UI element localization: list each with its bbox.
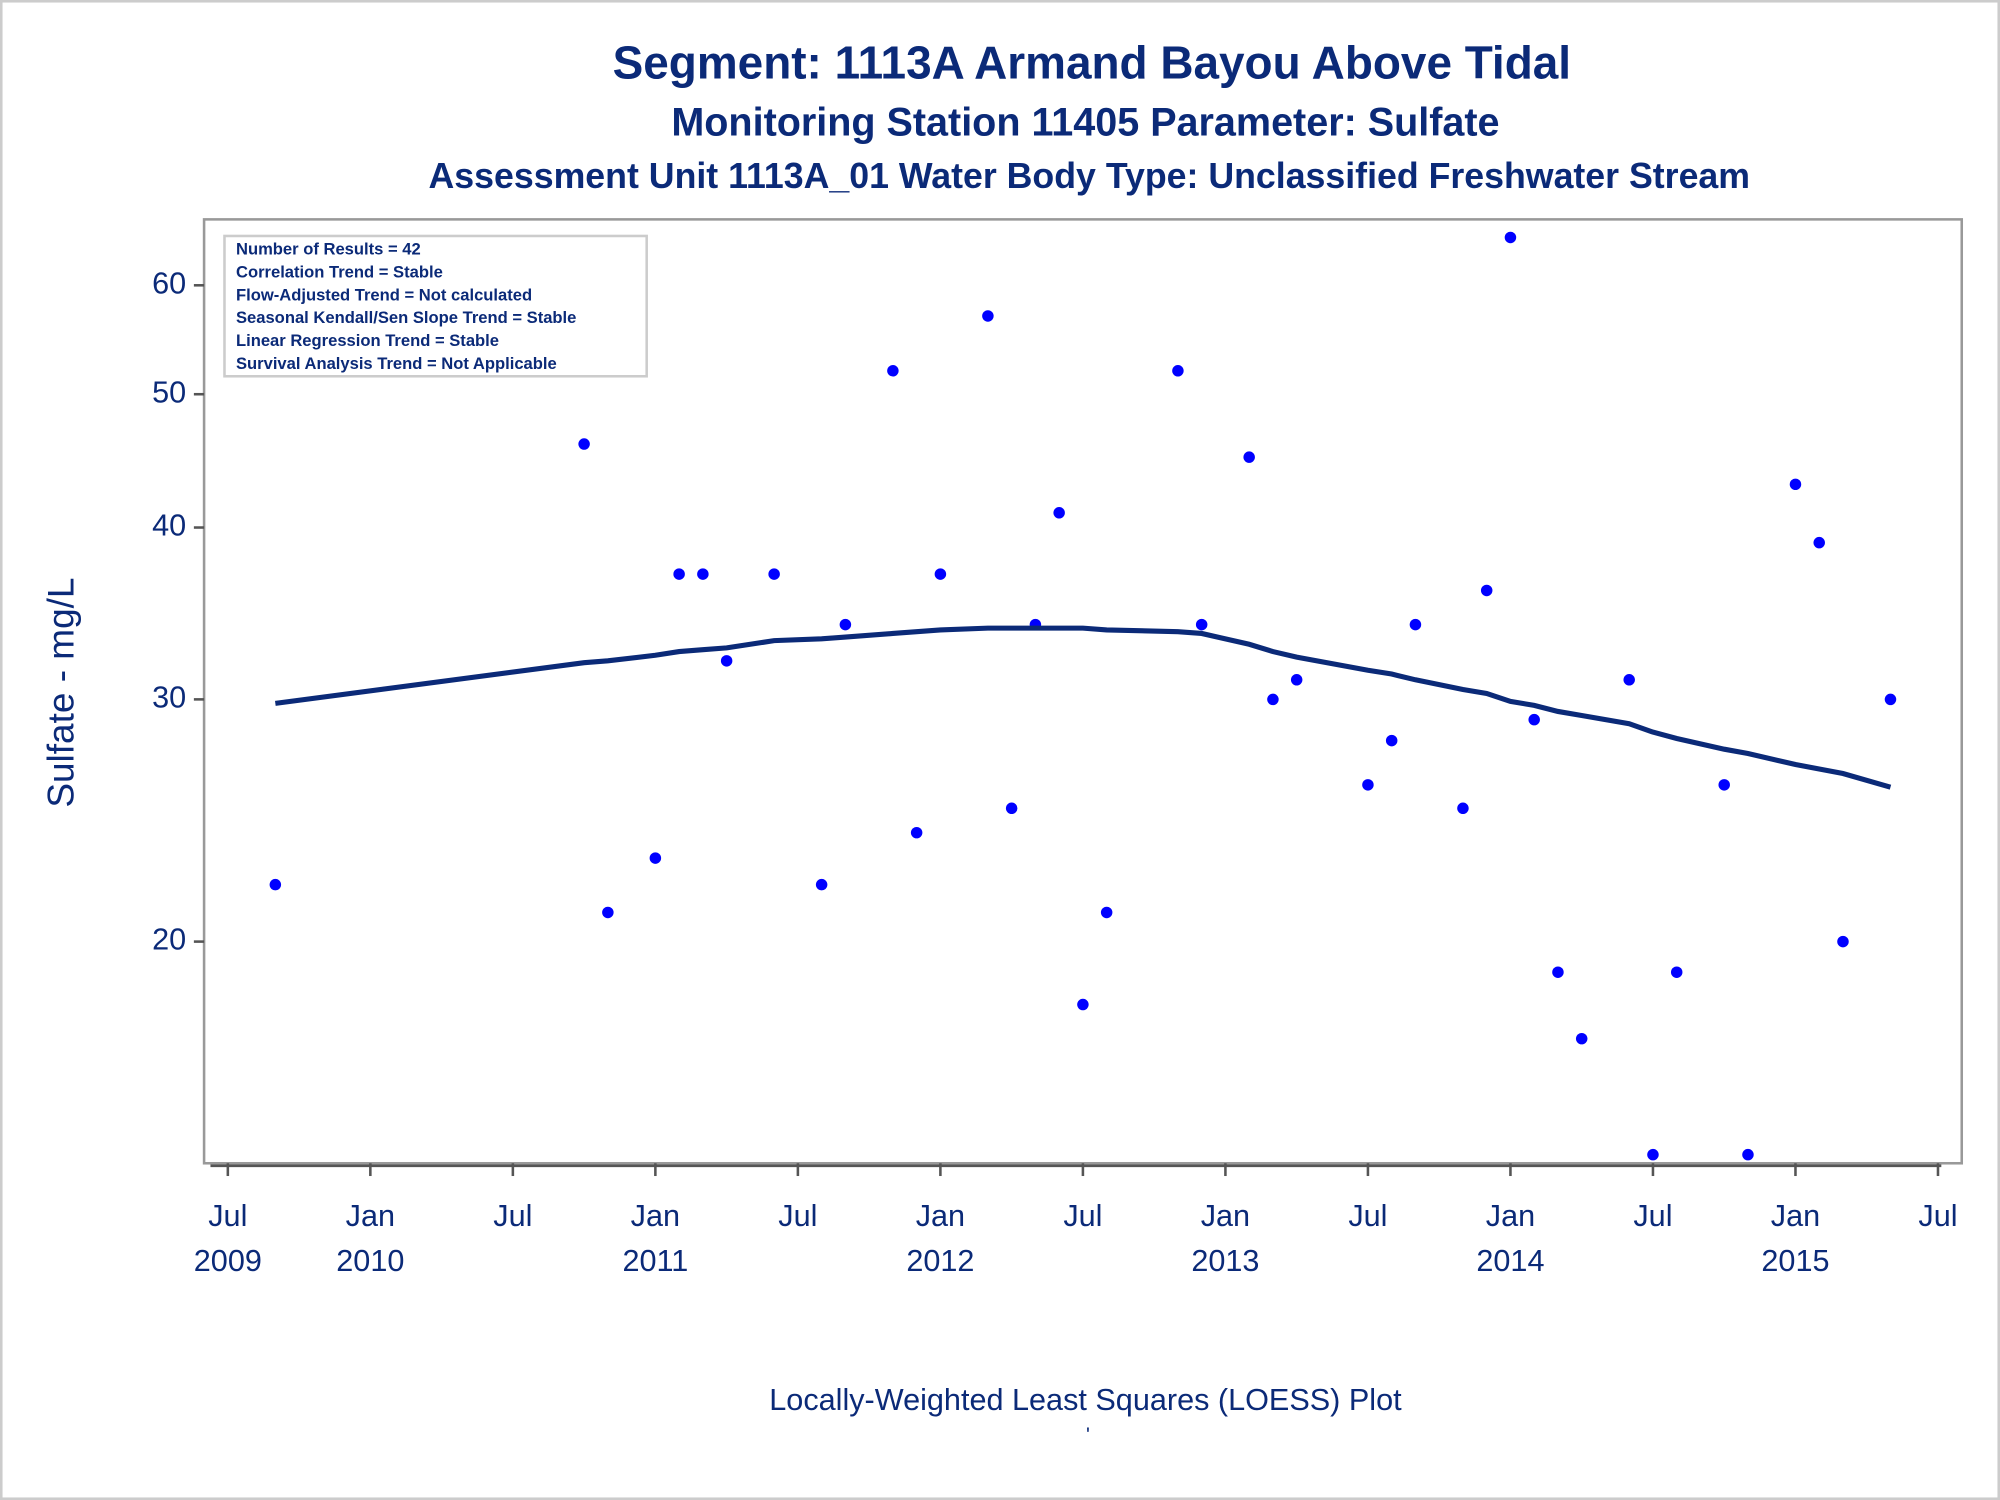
footnote: ' bbox=[1086, 1425, 1090, 1447]
data-point bbox=[1504, 231, 1517, 244]
x-tick-label: Jul bbox=[778, 1199, 817, 1233]
stats-line: Flow-Adjusted Trend = Not calculated bbox=[236, 285, 532, 304]
data-point bbox=[649, 852, 662, 864]
data-point bbox=[1195, 618, 1208, 631]
data-point bbox=[1789, 478, 1802, 491]
x-tick-label: Jul bbox=[1348, 1199, 1387, 1233]
data-point bbox=[720, 655, 733, 667]
data-point bbox=[1385, 734, 1398, 747]
data-point bbox=[982, 310, 994, 322]
y-tick-label: 20 bbox=[152, 923, 186, 957]
x-tick-label: Jul bbox=[1633, 1199, 1672, 1233]
data-point bbox=[1742, 1148, 1754, 1161]
x-tick-label: Jan bbox=[1486, 1199, 1535, 1233]
data-point bbox=[1837, 935, 1849, 948]
x-tick-label: Jul bbox=[1063, 1199, 1102, 1233]
x-tick-label: Jan bbox=[916, 1199, 965, 1233]
data-point bbox=[1077, 998, 1089, 1011]
y-tick-label: 60 bbox=[152, 266, 186, 300]
x-tick-label: 2015 bbox=[1761, 1244, 1829, 1278]
x-tick-label: Jan bbox=[1201, 1199, 1250, 1233]
x-tick-label: Jul bbox=[493, 1199, 532, 1233]
data-point bbox=[1243, 451, 1255, 463]
chart-title: Segment: 1113A Armand Bayou Above Tidal bbox=[613, 36, 1571, 88]
footnote: Locally-Weighted Least Squares (LOESS) P… bbox=[769, 1383, 1402, 1417]
x-tick-label: Jan bbox=[631, 1199, 680, 1233]
data-point bbox=[1623, 674, 1635, 686]
stats-box bbox=[223, 234, 648, 378]
x-tick-label: 2014 bbox=[1476, 1244, 1544, 1278]
data-point bbox=[910, 826, 923, 839]
x-tick-label: 2013 bbox=[1191, 1244, 1259, 1278]
data-point bbox=[815, 878, 828, 891]
chart-subtitle: Monitoring Station 11405 Parameter: Sulf… bbox=[671, 100, 1499, 144]
data-point bbox=[1053, 507, 1065, 519]
x-tick-label: Jul bbox=[208, 1199, 247, 1233]
x-tick-label: 2010 bbox=[336, 1244, 404, 1278]
data-point bbox=[1290, 674, 1303, 686]
data-point bbox=[1480, 584, 1493, 597]
data-point bbox=[839, 618, 852, 631]
data-point bbox=[1172, 365, 1184, 377]
data-point bbox=[602, 906, 614, 919]
data-point bbox=[1100, 906, 1113, 919]
data-point bbox=[1267, 693, 1279, 706]
x-tick-label: Jan bbox=[346, 1199, 395, 1233]
data-point bbox=[673, 568, 685, 580]
data-point bbox=[1552, 966, 1564, 978]
plot-frame bbox=[202, 218, 1964, 1165]
x-tick-label: Jul bbox=[1918, 1199, 1957, 1233]
chart-subtitle: Assessment Unit 1113A_01 Water Body Type… bbox=[429, 156, 1751, 196]
stats-line: Linear Regression Trend = Stable bbox=[236, 331, 499, 350]
y-tick-label: 50 bbox=[152, 375, 186, 409]
loess-line bbox=[275, 625, 1892, 790]
data-point bbox=[1005, 802, 1018, 815]
data-point bbox=[578, 438, 590, 450]
y-axis-label: Sulfate - mg/L bbox=[41, 578, 82, 808]
data-point bbox=[1457, 802, 1469, 815]
y-tick-label: 40 bbox=[152, 509, 186, 543]
stats-line: Seasonal Kendall/Sen Slope Trend = Stabl… bbox=[236, 308, 576, 327]
x-tick-label: 2012 bbox=[906, 1244, 974, 1278]
data-point bbox=[1813, 536, 1825, 549]
data-point bbox=[1362, 779, 1374, 791]
data-point bbox=[768, 568, 780, 580]
x-tick-label: 2011 bbox=[622, 1244, 688, 1278]
stats-line: Number of Results = 42 bbox=[236, 239, 421, 258]
x-tick-label: 2009 bbox=[194, 1244, 262, 1278]
stats-line: Correlation Trend = Stable bbox=[236, 262, 443, 281]
data-point bbox=[1884, 693, 1897, 706]
data-point bbox=[934, 568, 947, 580]
data-point bbox=[1670, 966, 1683, 978]
x-tick-label: Jan bbox=[1771, 1199, 1820, 1233]
data-point bbox=[1718, 779, 1730, 791]
data-point bbox=[1647, 1148, 1659, 1161]
data-point bbox=[697, 568, 709, 580]
y-tick-label: 30 bbox=[152, 680, 186, 714]
data-point bbox=[1575, 1032, 1588, 1045]
data-point bbox=[887, 365, 899, 377]
data-point bbox=[269, 878, 282, 891]
data-point bbox=[1409, 618, 1422, 631]
data-point bbox=[1528, 713, 1540, 726]
stats-line: Survival Analysis Trend = Not Applicable bbox=[236, 354, 557, 373]
